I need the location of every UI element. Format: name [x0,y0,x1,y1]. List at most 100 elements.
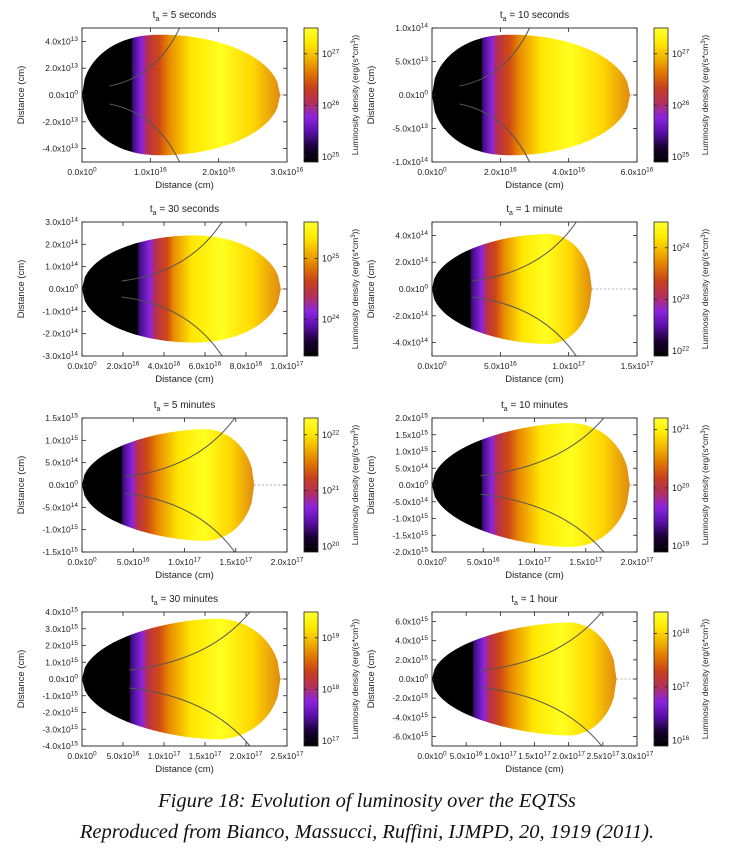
x-tick-label: 1.5x1017 [621,361,654,372]
y-tick-label-exponent: 14 [421,257,429,264]
x-tick-label: 0.0x100 [417,167,447,178]
x-tick-label: 0.0x100 [417,751,447,762]
colorbar-label: Luminosity density (erg/(s*cm3)) [350,619,360,740]
y-tick-label: -1.0x1014 [392,157,428,168]
colorbar [653,417,669,553]
x-tick-label: 1.5x1017 [569,557,602,568]
x-tick-label-exponent: 16 [228,167,236,174]
x-tick-label: 4.0x1016 [148,361,181,372]
panel-7: ta = 30 minutes 0.0x100 5.0x1016 1.0x1017 1.… [16,594,360,775]
panel-title: ta = 10 minutes [501,400,568,413]
x-tick-label: 2.0x1016 [484,167,517,178]
y-tick-label: 2.0x1014 [395,257,428,268]
x-tick-label: 5.0x1016 [107,751,140,762]
contour-line-upper [479,612,603,672]
x-tick-label-exponent: 16 [475,751,483,758]
y-tick-label: -1.0x1015 [42,524,78,535]
luminosity-region [82,235,281,343]
y-tick-label: -2.0x1015 [392,547,428,558]
colorbar [303,221,319,357]
x-axis-label: Distance (cm) [505,570,564,581]
contour-line-lower [109,103,181,162]
panel-4: ta = 1 minute 0.0x100 5.0x1016 1.0x1017 1.5x… [366,204,710,385]
y-tick-label: -4.0x1013 [42,143,78,154]
x-tick-label: 0.0x100 [67,751,97,762]
y-tick-label: -1.5x1015 [392,530,428,541]
x-tick-label-exponent: 0 [443,167,447,174]
x-tick-label: 2.0x1017 [230,751,263,762]
luminosity-region [82,34,281,156]
colorbar [303,417,319,553]
contour-line-lower [479,686,603,746]
contour-line-lower [480,493,605,552]
colorbar-tick-label-exponent: 19 [682,541,690,548]
contour-line-lower [129,687,251,746]
y-tick-label: -6.0x1015 [392,731,428,742]
colorbar-tick-label: 1026 [672,100,690,111]
colorbar-tick-label: 1023 [672,294,690,305]
colorbar-tick-label-exponent: 23 [682,294,690,301]
panel-6: ta = 10 minutes 0.0x100 5.0x1016 1.0x1017 1.… [366,400,710,581]
x-tick-label: 0.0x100 [417,361,447,372]
y-tick-label-exponent: 14 [421,496,429,503]
y-tick-label: 2.0x1015 [395,413,428,424]
y-tick-label-exponent: 14 [71,502,79,509]
colorbar-tick-label: 1019 [322,632,340,643]
colorbar-tick-label-exponent: 19 [332,632,340,639]
panel-5: ta = 5 minutes 0.0x100 5.0x1016 1.0x1017 1.5… [16,400,360,581]
x-tick-label: 1.0x1017 [148,751,181,762]
y-tick-label-exponent: 14 [421,230,429,237]
x-tick-label: 1.0x1017 [484,751,517,762]
y-tick-label: 0.0x100 [399,284,429,295]
x-tick-label-exponent: 16 [509,361,517,368]
colorbar-tick-label-exponent: 22 [682,345,690,352]
colorbar-tick-label: 1018 [672,628,690,639]
y-tick-label-exponent: 0 [424,90,428,97]
y-tick-label: -4.0x1015 [392,712,428,723]
x-tick-label: 5.0x1016 [467,557,500,568]
colorbar-tick-label: 1021 [672,424,690,435]
y-tick-label-exponent: 15 [421,413,429,420]
y-tick-label: 5.0x1013 [395,56,428,67]
y-tick-label-exponent: 15 [421,654,429,661]
y-axis-label: Distance (cm) [16,456,27,515]
y-tick-label: 1.0x1015 [395,446,428,457]
x-axis-label: Distance (cm) [505,764,564,775]
y-axis-label: Distance (cm) [366,650,377,709]
y-tick-label: -2.0x1014 [392,310,428,321]
x-tick-label: 1.0x1017 [168,557,201,568]
x-axis-label: Distance (cm) [505,180,564,191]
x-tick-label: 3.0x1016 [271,167,304,178]
y-tick-label-exponent: 15 [71,657,79,664]
colorbar-tick-label: 1025 [322,253,340,264]
y-tick-label: 0.0x100 [49,90,79,101]
colorbar-tick-label-exponent: 21 [682,424,690,431]
luminosity-region [432,234,592,344]
x-tick-label: 2.0x1017 [621,557,654,568]
x-tick-label-exponent: 17 [296,557,304,564]
colorbar-tick-label-exponent: 22 [332,429,340,436]
y-tick-label: -2.0x1013 [42,116,78,127]
y-tick-label-exponent: 15 [71,524,79,531]
panel-title: ta = 30 seconds [150,204,219,217]
x-tick-label-exponent: 17 [646,557,654,564]
y-tick-label-exponent: 14 [71,217,79,224]
y-tick-label-exponent: 0 [424,480,428,487]
colorbar-tick-label: 1027 [322,48,340,59]
colorbar-tick-label-exponent: 25 [332,151,340,158]
x-axis-label: Distance (cm) [155,374,214,385]
x-axis-label: Distance (cm) [155,180,214,191]
contour-line-upper [124,418,236,478]
y-tick-label-exponent: 13 [421,56,429,63]
figure-caption: Figure 18: Evolution of luminosity over … [0,786,734,848]
y-tick-label-exponent: 14 [421,337,429,344]
contour-line-upper [129,612,251,671]
y-tick-label-exponent: 14 [71,328,79,335]
x-tick-label: 5.0x1016 [484,361,517,372]
y-axis-label: Distance (cm) [366,66,377,125]
x-tick-label-exponent: 17 [544,751,552,758]
panel-title: ta = 1 hour [511,594,558,607]
x-tick-label: 2.0x1016 [107,361,140,372]
luminosity-region [82,429,255,541]
